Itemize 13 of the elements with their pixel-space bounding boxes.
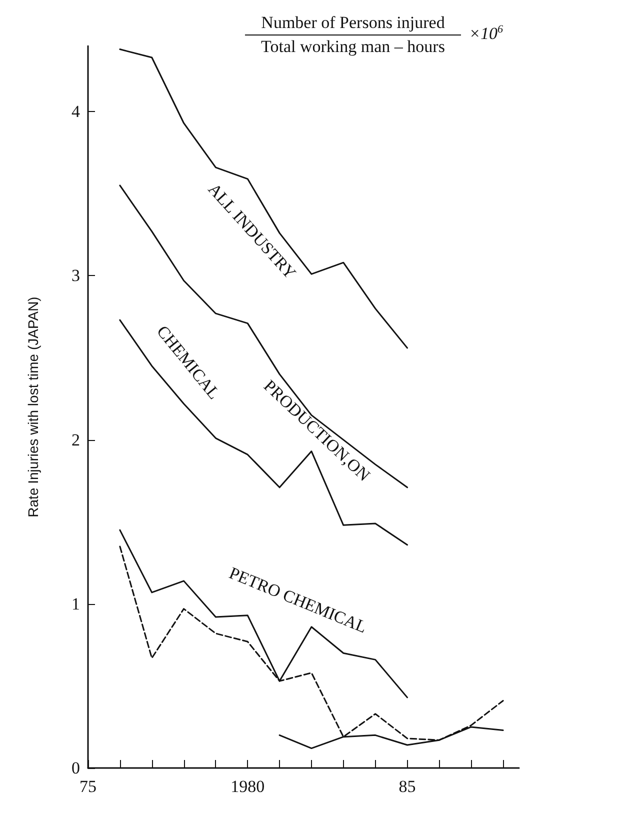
y-tick-label: 4 [72,102,80,122]
chart-subtitle: Total working man – hours [261,37,445,56]
y-tick-label: 2 [72,430,80,450]
y-tick-label: 3 [72,266,80,286]
y-tick-label: 0 [72,758,80,778]
x-tick-label: 1980 [230,777,265,796]
y-axis-title: Rate Injuries with lost time (JAPAN) [25,296,41,518]
line-series [119,184,408,488]
x-tick-label: 75 [80,777,96,796]
line-series [119,319,408,546]
x-tick-label: 85 [398,777,416,796]
y-tick-label: 1 [72,594,80,614]
chart-title: Number of Persons injured [261,13,446,32]
